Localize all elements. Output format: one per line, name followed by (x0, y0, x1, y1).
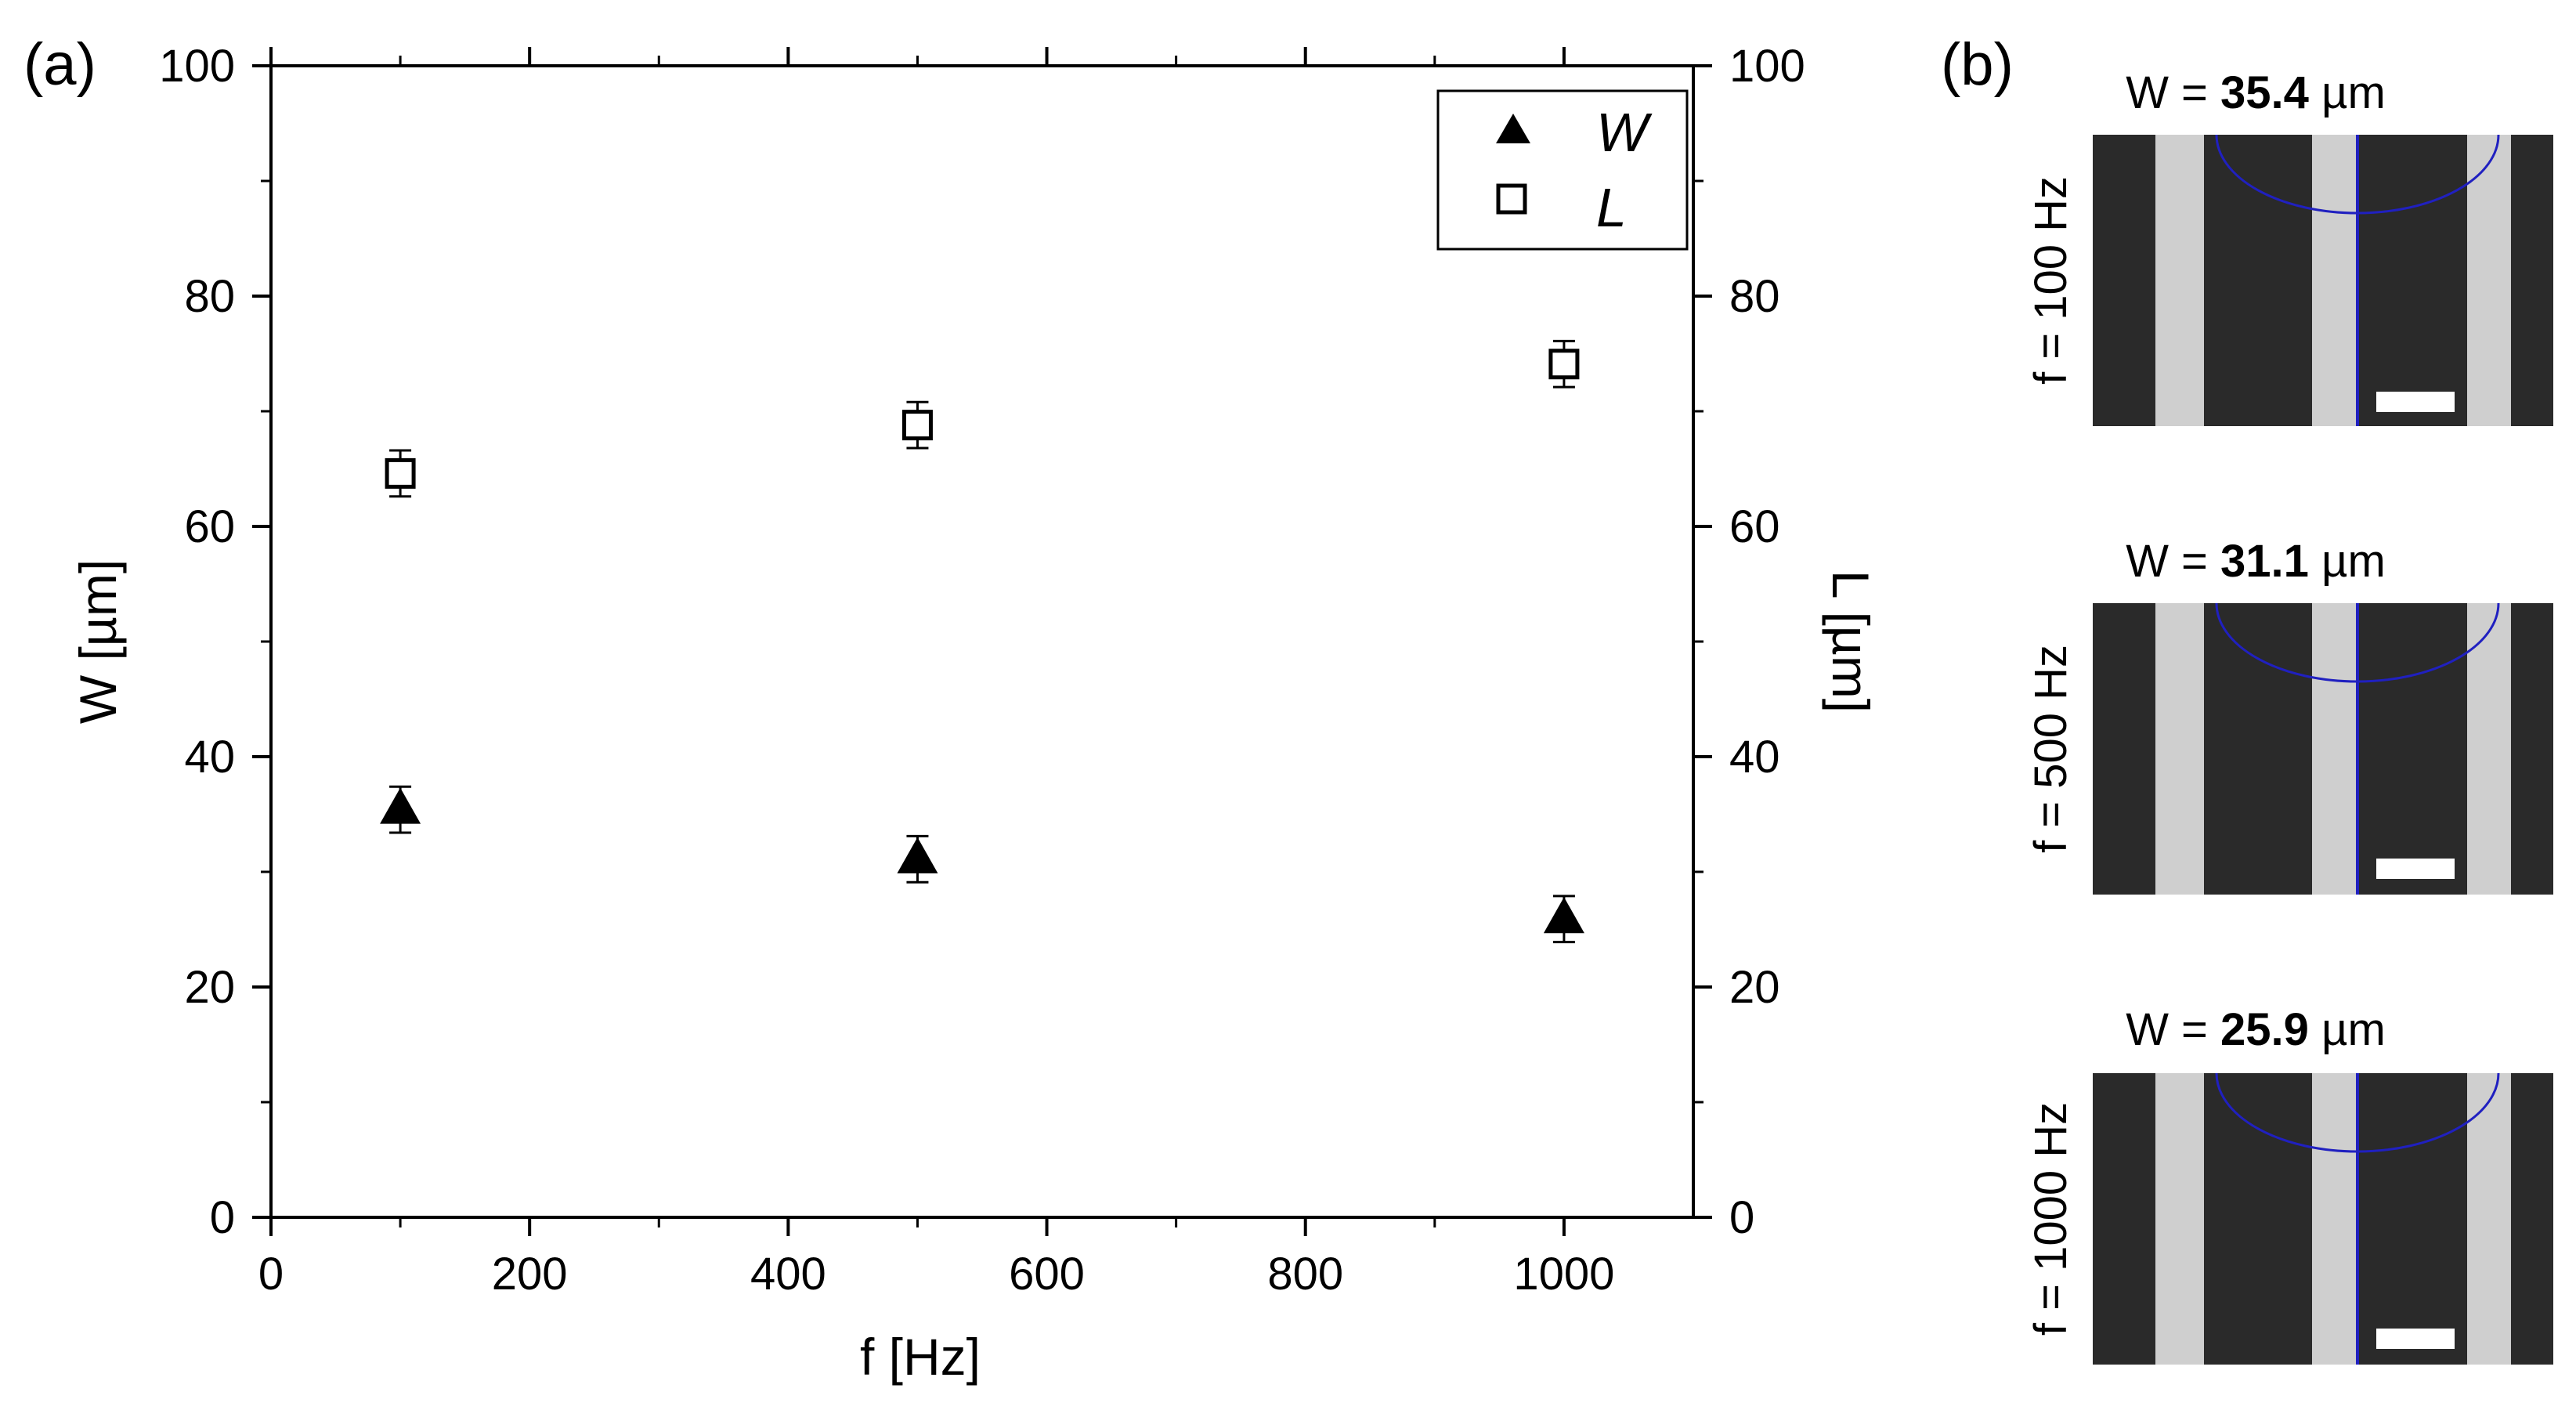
micrograph-2-width-label: W = 31.1 µm (2126, 536, 2386, 587)
y-left-tick-label: 0 (210, 1192, 235, 1243)
x-axis-ticks: 0 200 400 600 800 1000 (258, 47, 1614, 1300)
point-w (380, 787, 421, 824)
y-right-tick-label: 20 (1729, 962, 1780, 1013)
micrograph-2-frequency-label: f = 500 Hz (2025, 645, 2076, 853)
micrograph-2: W = 31.1 µm f = 500 Hz (2025, 536, 2553, 895)
micrograph-1-strip-mid (2312, 135, 2357, 426)
y-left-tick-label: 20 (184, 962, 235, 1013)
micrograph-2-strip-right (2467, 603, 2511, 895)
panel-b-label: (b) (1941, 31, 2014, 98)
point-l (1548, 349, 1580, 380)
micrograph-3-scale-bar (2376, 1329, 2455, 1349)
micrograph-2-strip-mid (2312, 603, 2357, 895)
micrograph-1-width-label: W = 35.4 µm (2126, 67, 2386, 118)
micrograph-1: W = 35.4 µm f = 100 Hz (2025, 67, 2553, 426)
y-right-tick-label: 0 (1729, 1192, 1754, 1243)
x-axis-title: f [Hz] (860, 1328, 981, 1386)
micrograph-2-scale-bar (2376, 859, 2455, 879)
x-tick-label: 0 (258, 1249, 284, 1300)
legend-marker-l (1496, 183, 1527, 215)
legend-label-l: L (1596, 177, 1627, 238)
x-tick-label: 1000 (1513, 1249, 1614, 1300)
x-tick-label: 400 (750, 1249, 826, 1300)
y-right-tick-label: 60 (1729, 501, 1780, 552)
micrograph-3-strip-left (2155, 1073, 2204, 1365)
micrograph-1-scale-bar (2376, 392, 2455, 412)
micrograph-3-strip-right (2467, 1073, 2511, 1365)
chart-marks (380, 339, 1584, 944)
x-tick-label: 200 (492, 1249, 568, 1300)
legend-marker-w (1496, 114, 1530, 143)
micrograph-3-frequency-label: f = 1000 Hz (2025, 1102, 2076, 1336)
x-tick-label: 800 (1267, 1249, 1343, 1300)
point-w (1543, 897, 1584, 934)
panel-a-label: (a) (23, 31, 96, 98)
y-right-tick-label: 80 (1729, 271, 1780, 322)
y-right-tick-label: 100 (1729, 41, 1805, 92)
legend-box (1436, 89, 1689, 251)
point-l (901, 410, 933, 441)
micrograph-1-strip-left (2155, 135, 2204, 426)
micrograph-1-strip-right (2467, 135, 2511, 426)
legend-label-w: W (1596, 102, 1653, 163)
point-l (385, 457, 416, 489)
y-left-tick-label: 80 (184, 271, 235, 322)
x-tick-label: 600 (1009, 1249, 1085, 1300)
y-left-tick-label: 60 (184, 501, 235, 552)
micrograph-1-frequency-label: f = 100 Hz (2025, 176, 2076, 385)
micrograph-3-width-label: W = 25.9 µm (2126, 1004, 2386, 1055)
y-left-tick-label: 40 (184, 732, 235, 783)
micrograph-3: W = 25.9 µm f = 1000 Hz (2025, 1004, 2553, 1365)
micrograph-3-strip-mid (2312, 1073, 2357, 1365)
y-axis-right-title: L [µm] (1822, 570, 1880, 713)
micrograph-2-strip-left (2155, 603, 2204, 895)
y-left-tick-label: 100 (159, 41, 235, 92)
y-axis-ticks: 0 0 20 20 40 40 60 60 80 80 100 100 (159, 41, 1805, 1243)
micrograph-panel: W = 35.4 µm f = 100 Hz W = 31.1 µm f = 5… (2025, 67, 2553, 1365)
legend: W L (1436, 89, 1689, 251)
y-right-tick-label: 40 (1729, 732, 1780, 783)
point-w (897, 837, 938, 873)
y-axis-left-title: W [µm] (69, 559, 127, 724)
